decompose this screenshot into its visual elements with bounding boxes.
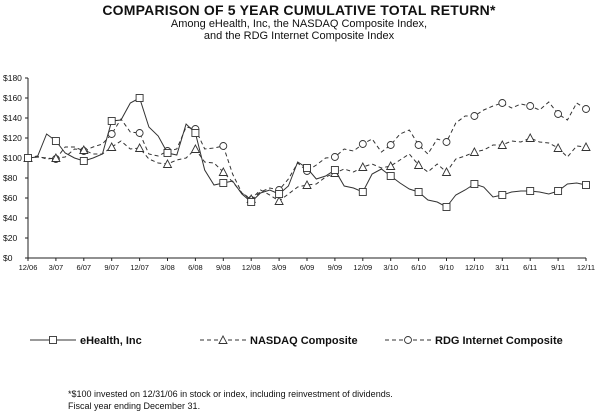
series-1-point <box>441 167 452 176</box>
series-0-point <box>247 198 256 206</box>
series-0-point <box>554 187 563 195</box>
chart-subtitle-line-1: Among eHealth, Inc, the NASDAQ Composite… <box>170 18 428 30</box>
series-1-point <box>190 144 201 153</box>
y-tick-label: $20 <box>3 233 17 243</box>
chart-subtitle-line-2: and the RDG Internet Composite Index <box>203 30 395 42</box>
series-0-point <box>470 180 479 188</box>
series-0-point <box>358 188 367 196</box>
y-tick-label: $40 <box>3 213 17 223</box>
series-0-point <box>582 181 590 189</box>
x-tick-label: 12/11 <box>577 263 595 272</box>
series-0-point <box>386 172 395 180</box>
series-2-point <box>498 99 507 107</box>
series-2-point <box>470 112 479 120</box>
legend-marker-0 <box>49 336 57 344</box>
x-tick-label: 6/08 <box>188 263 203 272</box>
series-2-point <box>358 140 367 148</box>
series-1-point <box>581 142 591 151</box>
series-0-point <box>51 137 60 145</box>
series-0-point <box>330 166 339 174</box>
series-1-point <box>413 160 424 169</box>
series-2-point <box>386 141 395 149</box>
x-tick-label: 12/07 <box>130 263 149 272</box>
legend-label-0: eHealth, Inc <box>80 335 142 347</box>
series-0-point <box>107 117 116 125</box>
series-1-point <box>106 142 117 151</box>
legend-marker-1 <box>218 335 228 344</box>
footnote-fiscal-year: Fiscal year ending December 31. <box>68 401 201 411</box>
series-2-point <box>554 110 563 118</box>
series-line-1 <box>27 137 587 202</box>
series-2-point <box>526 102 535 110</box>
series-1-point <box>134 143 145 152</box>
series-1-point <box>358 162 368 171</box>
legend-label-2: RDG Internet Composite <box>435 335 563 347</box>
x-tick-label: 9/08 <box>216 263 231 272</box>
series-0-point <box>24 154 32 162</box>
y-tick-label: $0 <box>3 253 13 263</box>
x-tick-label: 12/08 <box>242 263 261 272</box>
y-tick-label: $60 <box>3 193 17 203</box>
x-tick-label: 9/11 <box>551 263 565 272</box>
chart-title: COMPARISON OF 5 YEAR CUMULATIVE TOTAL RE… <box>102 2 496 18</box>
x-tick-label: 12/10 <box>465 263 484 272</box>
x-tick-label: 6/07 <box>76 263 91 272</box>
series-0-point <box>414 188 423 196</box>
y-tick-label: $80 <box>3 173 17 183</box>
x-tick-label: 3/11 <box>495 263 509 272</box>
series-0-point <box>219 179 228 187</box>
series-0-point <box>79 157 88 165</box>
series-1-point <box>469 147 480 156</box>
series-1-point <box>385 161 396 170</box>
x-tick-label: 12/06 <box>19 263 38 272</box>
series-0-point <box>526 187 535 195</box>
series-2-point <box>107 130 116 138</box>
series-2-point <box>330 153 339 161</box>
x-tick-label: 3/08 <box>160 263 175 272</box>
series-0-point <box>303 164 311 172</box>
series-1-point <box>274 196 284 205</box>
legend-marker-2 <box>404 336 412 344</box>
x-tick-label: 9/10 <box>439 263 454 272</box>
series-0-point <box>442 203 451 211</box>
x-tick-label: 6/10 <box>411 263 426 272</box>
y-tick-label: $120 <box>3 133 22 143</box>
series-0-point <box>163 149 172 157</box>
y-tick-label: $160 <box>3 93 22 103</box>
x-tick-label: 6/11 <box>523 263 537 272</box>
series-line-0 <box>27 97 587 208</box>
series-1-point <box>162 159 173 168</box>
series-1-point <box>553 143 563 152</box>
series-2-point <box>582 105 590 113</box>
series-1-point <box>497 140 508 149</box>
series-1-point <box>302 180 312 189</box>
series-0-point <box>275 190 284 198</box>
x-tick-label: 3/10 <box>383 263 398 272</box>
x-tick-label: 9/07 <box>104 263 119 272</box>
y-tick-label: $140 <box>3 113 22 123</box>
series-1-point <box>79 145 89 154</box>
y-tick-label: $100 <box>3 153 22 163</box>
x-tick-label: 3/07 <box>49 263 64 272</box>
series-1-point <box>525 133 535 142</box>
series-1-point <box>218 167 229 176</box>
series-2-point <box>135 129 144 137</box>
x-tick-label: 12/09 <box>353 263 372 272</box>
series-2-point <box>442 138 451 146</box>
x-tick-label: 3/09 <box>272 263 287 272</box>
x-tick-label: 6/09 <box>300 263 315 272</box>
y-tick-label: $180 <box>3 73 22 83</box>
series-0-point <box>498 191 507 199</box>
series-0-point <box>191 129 200 137</box>
series-1-point <box>51 153 61 162</box>
series-0-point <box>135 94 144 102</box>
footnote-investment: *$100 invested on 12/31/06 in stock or i… <box>68 389 393 399</box>
legend-label-1: NASDAQ Composite <box>250 335 358 347</box>
series-2-point <box>414 141 423 149</box>
x-tick-label: 9/09 <box>328 263 343 272</box>
series-2-point <box>219 142 228 150</box>
